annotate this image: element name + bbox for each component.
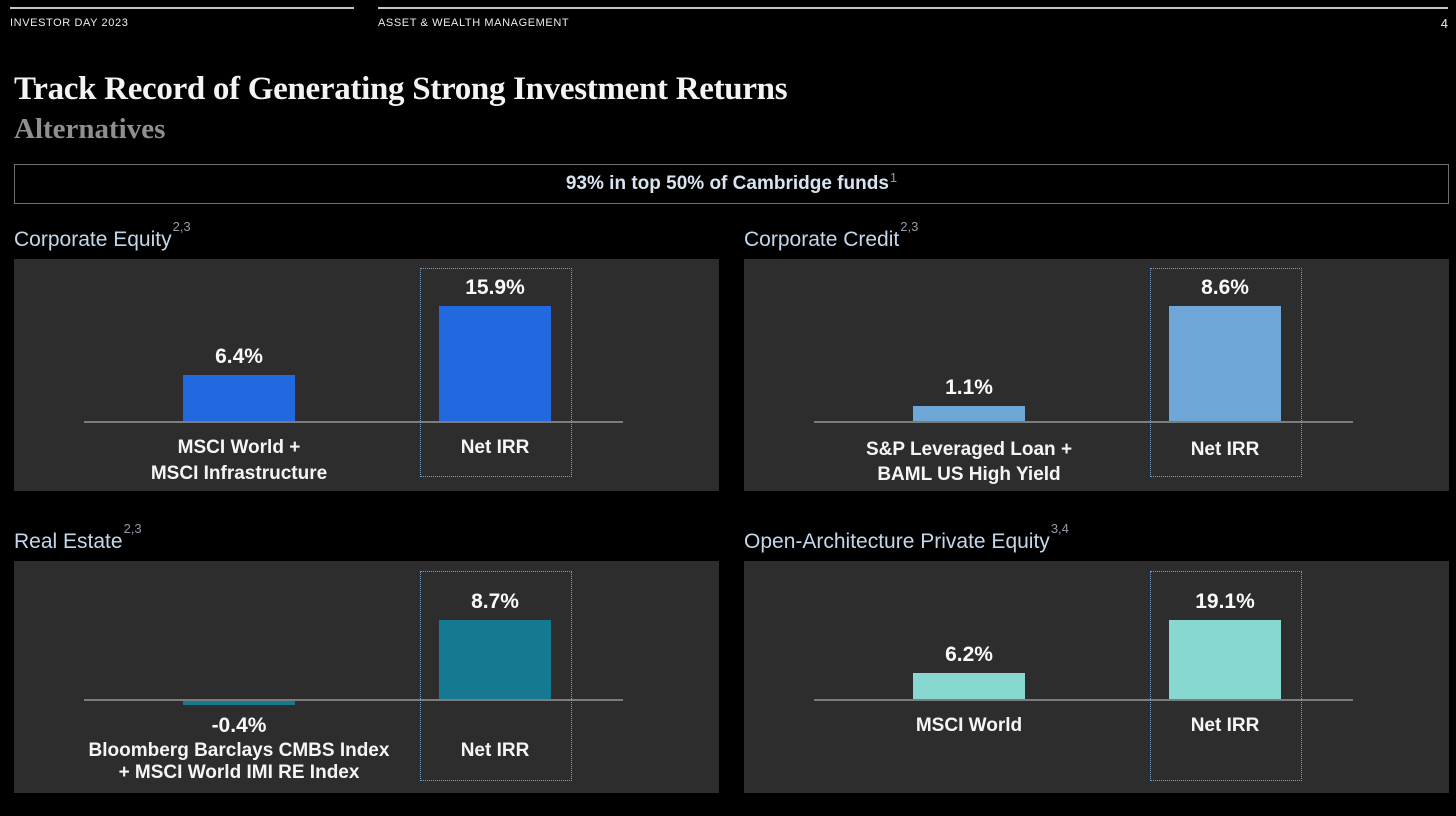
header-event-label: INVESTOR DAY 2023 <box>10 17 129 29</box>
net-irr-highlight-box <box>420 571 572 781</box>
bar-category-label: Bloomberg Barclays CMBS Index + MSCI Worl… <box>88 740 390 783</box>
page-number: 4 <box>1440 16 1448 31</box>
bar-category-label: MSCI World <box>915 715 1023 736</box>
chart-panel-private-equity: 6.2% MSCI World 19.1% Net IRR <box>744 561 1449 793</box>
bar-value-label: 1.1% <box>945 376 993 399</box>
bar-benchmark <box>183 701 295 705</box>
bar-benchmark <box>913 673 1025 699</box>
chart-panel-real-estate: -0.4% Bloomberg Barclays CMBS Index + MSCI… <box>14 561 719 793</box>
bar-value-label: 15.9% <box>465 276 525 299</box>
slide-title: Track Record of Generating Strong Invest… <box>14 71 788 107</box>
slide-subtitle: Alternatives <box>14 113 166 145</box>
section-title-private-equity: Open-Architecture Private Equity3,4 <box>744 521 1069 554</box>
section-title-real-estate: Real Estate2,3 <box>14 521 142 554</box>
axis-baseline <box>84 699 623 701</box>
section-footnote-sup: 3,4 <box>1050 521 1069 536</box>
section-footnote-sup: 2,3 <box>123 521 142 536</box>
net-irr-highlight-box <box>1150 268 1302 477</box>
bar-category-label: S&P Leveraged Loan + BAML US High Yield <box>865 439 1073 485</box>
bar-net-irr <box>439 620 551 699</box>
net-irr-highlight-box <box>1150 571 1302 781</box>
section-title-text: Corporate Credit <box>744 228 900 251</box>
bar-value-label: 19.1% <box>1195 590 1255 613</box>
banner-footnote-sup: 1 <box>889 169 898 185</box>
bar-category-label: Net IRR <box>460 437 530 458</box>
bar-category-label: Net IRR <box>1190 715 1260 736</box>
bar-value-label: 6.2% <box>945 643 993 666</box>
bar-category-label: Net IRR <box>460 740 530 761</box>
section-title-text: Corporate Equity <box>14 228 172 251</box>
banner-text: 93% in top 50% of Cambridge funds <box>565 173 889 194</box>
bar-value-label: 8.7% <box>471 590 519 613</box>
section-footnote-sup: 2,3 <box>900 219 919 234</box>
chart-panel-corporate-credit: 1.1% S&P Leveraged Loan + BAML US High Yie… <box>744 259 1449 491</box>
bar-net-irr <box>1169 620 1281 699</box>
axis-baseline <box>814 421 1353 423</box>
bar-value-label: -0.4% <box>211 714 267 737</box>
section-title-corporate-equity: Corporate Equity2,3 <box>14 219 191 252</box>
highlight-banner: 93% in top 50% of Cambridge funds 1 <box>14 164 1449 204</box>
bar-value-label: 8.6% <box>1201 276 1249 299</box>
chart-panel-corporate-equity: 6.4% MSCI World + MSCI Infrastructure 15.9%… <box>14 259 719 491</box>
bar-net-irr <box>1169 306 1281 421</box>
header-rule-right <box>378 7 1448 9</box>
axis-baseline <box>814 699 1353 701</box>
bar-category-label: MSCI World + MSCI Infrastructure <box>150 437 328 484</box>
section-title-text: Open-Architecture Private Equity <box>744 530 1050 553</box>
section-title-corporate-credit: Corporate Credit2,3 <box>744 219 918 252</box>
header-division-label: ASSET & WEALTH MANAGEMENT <box>378 17 570 29</box>
bar-benchmark <box>183 375 295 421</box>
bar-category-label: Net IRR <box>1190 439 1260 460</box>
axis-baseline <box>84 421 623 423</box>
bar-benchmark <box>913 406 1025 421</box>
section-footnote-sup: 2,3 <box>172 219 191 234</box>
section-title-text: Real Estate <box>14 530 123 553</box>
header-rule-left <box>10 7 354 9</box>
bar-net-irr <box>439 306 551 421</box>
bar-value-label: 6.4% <box>215 345 263 368</box>
net-irr-highlight-box <box>420 268 572 477</box>
